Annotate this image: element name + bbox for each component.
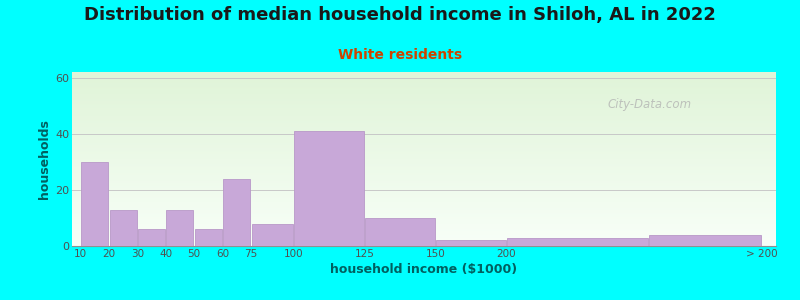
Text: White residents: White residents xyxy=(338,48,462,62)
Y-axis label: households: households xyxy=(38,119,51,199)
Bar xyxy=(110,209,137,246)
Text: City-Data.com: City-Data.com xyxy=(607,98,691,111)
X-axis label: household income ($1000): household income ($1000) xyxy=(330,263,518,276)
Bar xyxy=(138,229,165,246)
Bar xyxy=(82,162,108,246)
Bar xyxy=(194,229,222,246)
Bar xyxy=(223,178,250,246)
Bar xyxy=(166,209,194,246)
Bar xyxy=(649,235,761,246)
Bar xyxy=(507,238,647,246)
Bar xyxy=(294,131,364,246)
Bar xyxy=(436,240,506,246)
Bar xyxy=(251,224,293,246)
Bar xyxy=(365,218,434,246)
Text: Distribution of median household income in Shiloh, AL in 2022: Distribution of median household income … xyxy=(84,6,716,24)
